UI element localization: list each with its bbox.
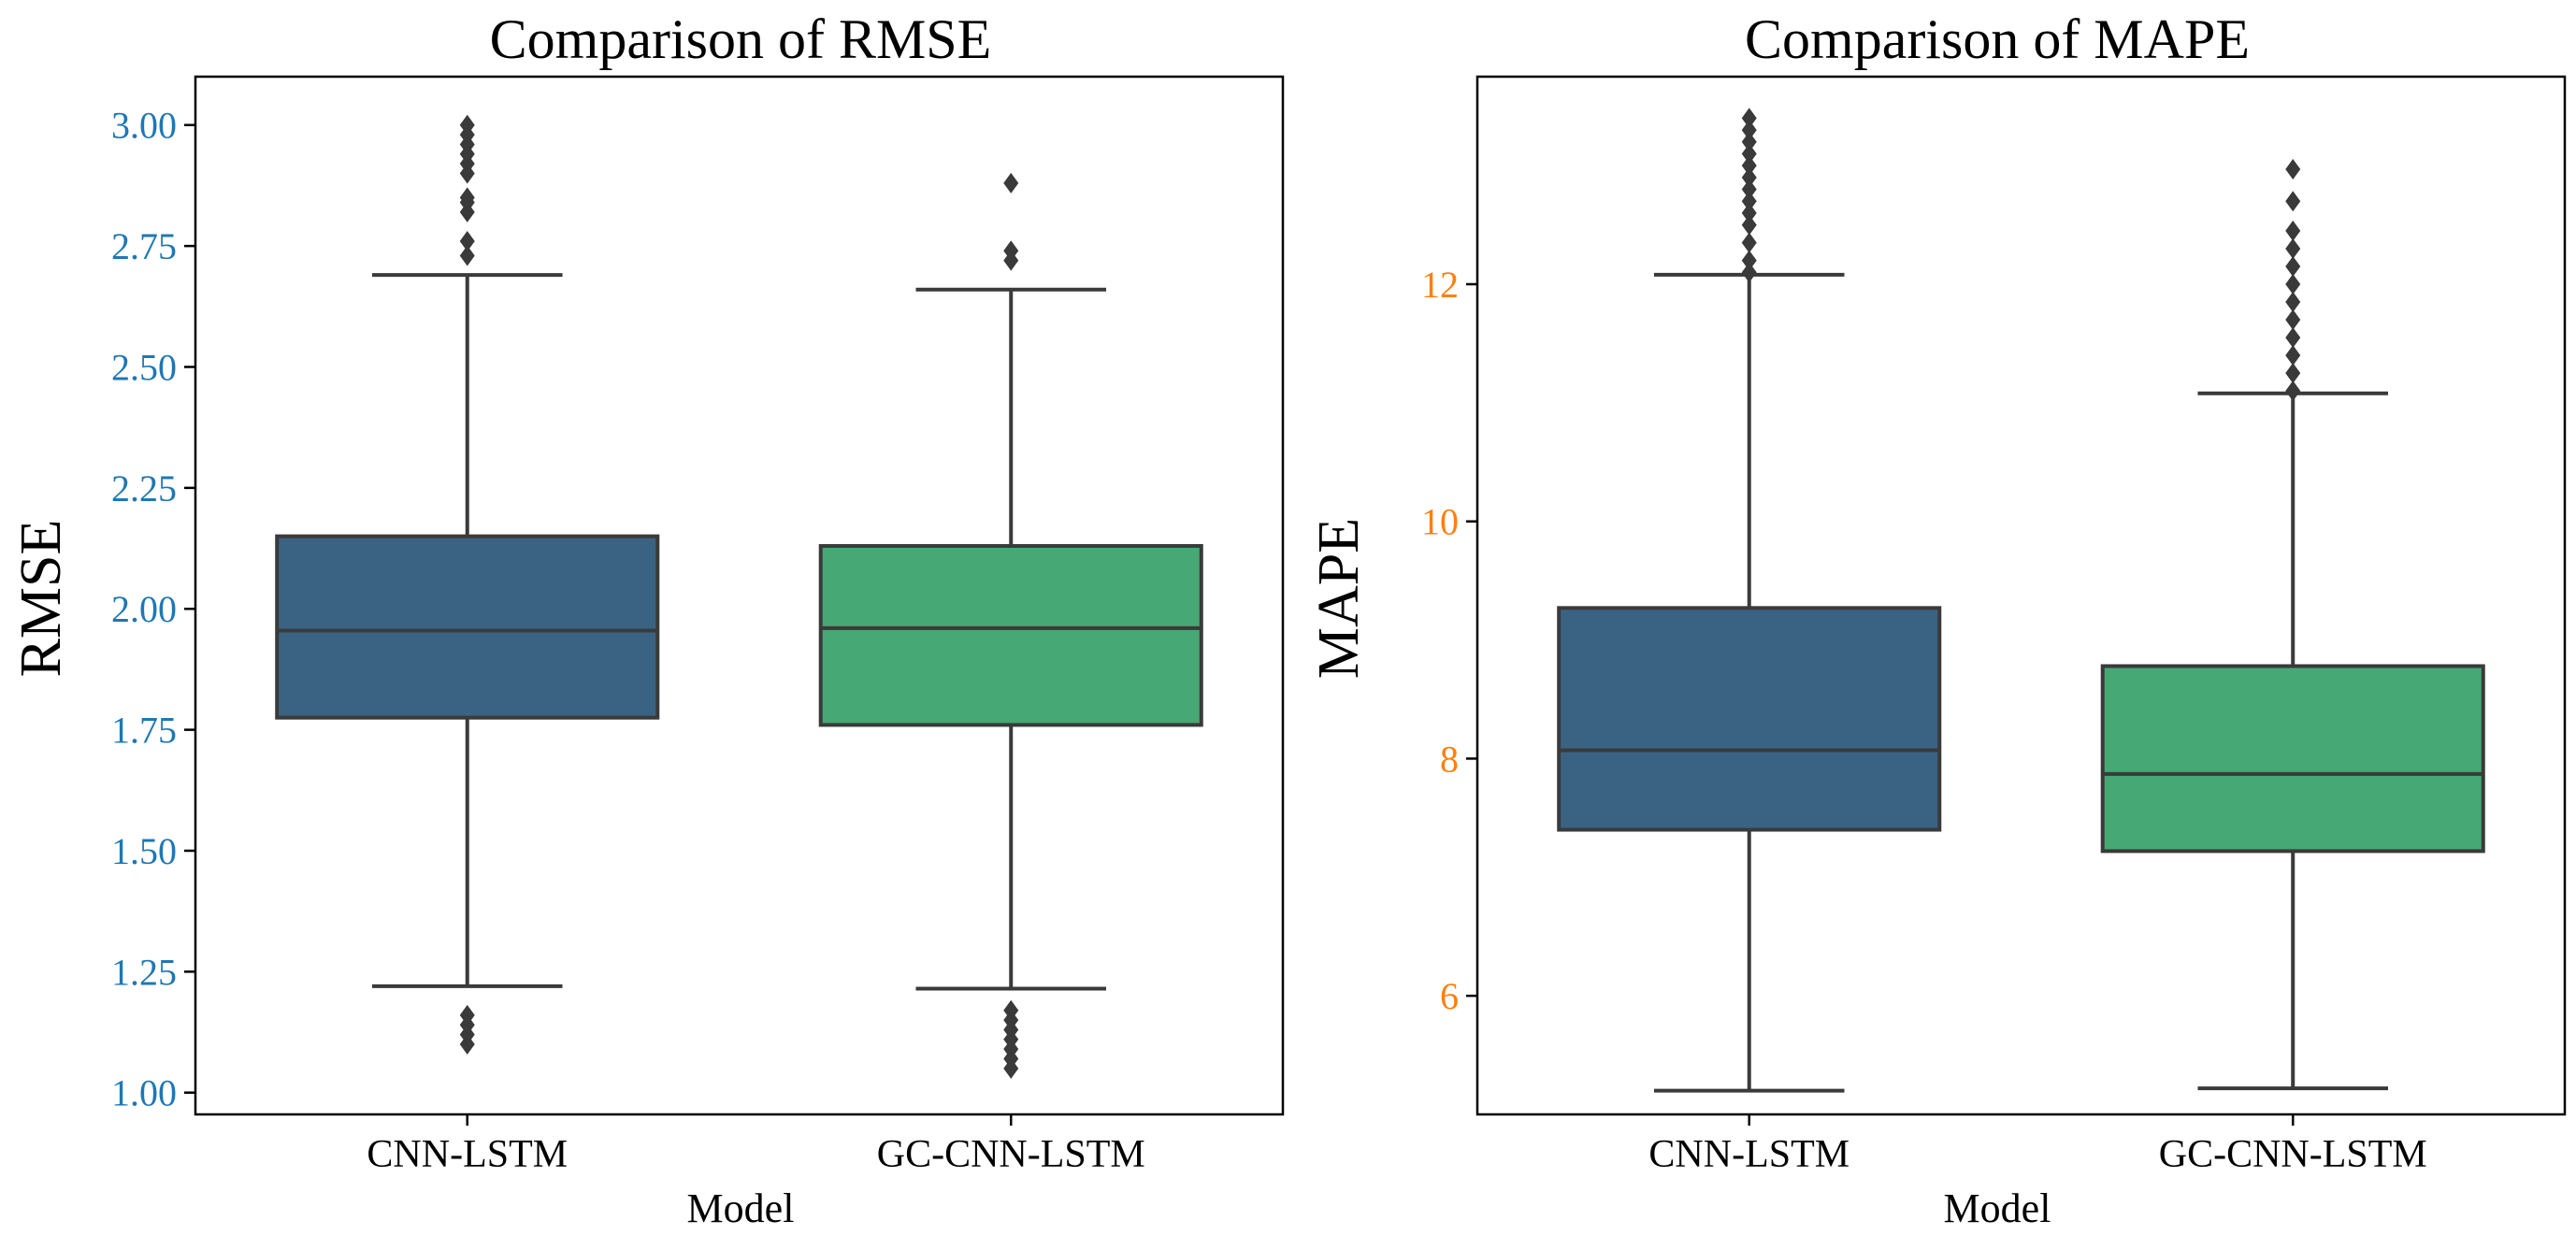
mape-gc-cnn-lstm-outlier bbox=[2285, 345, 2301, 366]
mape-gc-cnn-lstm-outlier bbox=[2285, 292, 2301, 313]
mape-cnn-lstm-outlier bbox=[1741, 131, 1757, 152]
rmse-plot-frame bbox=[194, 75, 1285, 1116]
mape-cnn-lstm-outlier bbox=[1741, 155, 1757, 177]
rmse-gc-cnn-lstm-outlier bbox=[1003, 999, 1019, 1021]
mape-x-tick-label: CNN-LSTM bbox=[1648, 1133, 1849, 1176]
mape-panel: Comparison of MAPE 6 8 10 12 CNN-LSTM GC-CNN-… bbox=[1307, 8, 2567, 1231]
mape-cnn-lstm-outlier bbox=[1741, 191, 1757, 212]
mape-y-tick-label: 10 bbox=[1421, 501, 1459, 543]
rmse-cnn-lstm-outlier bbox=[459, 245, 475, 266]
mape-cnn-lstm-outlier bbox=[1741, 232, 1757, 253]
rmse-cnn-lstm-box bbox=[275, 534, 660, 720]
mape-y-axis-label: MAPE bbox=[1307, 518, 1371, 679]
mape-cnn-lstm-outlier bbox=[1741, 250, 1757, 271]
mape-cnn-lstm-outlier bbox=[1741, 108, 1757, 129]
mape-chart-title: Comparison of MAPE bbox=[1745, 8, 2250, 70]
mape-cnn-lstm-outlier bbox=[1741, 143, 1757, 165]
mape-plot-area: 6 8 10 12 CNN-LSTM GC-CNN-LSTM bbox=[1421, 108, 2485, 1176]
mape-y-tick-label: 6 bbox=[1440, 975, 1459, 1017]
rmse-y-axis-label: RMSE bbox=[9, 520, 73, 678]
mape-cnn-lstm-box bbox=[1557, 606, 1942, 832]
rmse-x-tick-label: CNN-LSTM bbox=[367, 1133, 568, 1176]
rmse-y-tick-label: 1.00 bbox=[111, 1072, 177, 1114]
rmse-cnn-lstm-outlier bbox=[459, 114, 475, 136]
mape-plot-frame bbox=[1475, 75, 2567, 1116]
mape-gc-cnn-lstm-outlier bbox=[2285, 191, 2301, 212]
mape-gc-cnn-lstm-outlier bbox=[2285, 363, 2301, 384]
rmse-cnn-lstm-outlier bbox=[459, 187, 475, 208]
mape-gc-cnn-lstm-outlier bbox=[2285, 255, 2301, 277]
rmse-y-tick-label: 3.00 bbox=[111, 105, 177, 147]
mape-cnn-lstm-outlier bbox=[1741, 179, 1757, 200]
mape-gc-cnn-lstm-outlier bbox=[2285, 381, 2301, 402]
mape-y-tick-label: 12 bbox=[1421, 264, 1459, 306]
mape-cnn-lstm-outlier bbox=[1741, 214, 1757, 236]
mape-x-tick-label: GC-CNN-LSTM bbox=[2159, 1133, 2427, 1176]
rmse-x-axis-label: Model bbox=[687, 1185, 795, 1231]
rmse-cnn-lstm-outlier bbox=[459, 1004, 475, 1026]
rmse-cnn-lstm-outlier bbox=[459, 230, 475, 251]
rmse-plot-area: 1.00 1.25 1.50 1.75 2.00 2.25 2.50 2.75 3.00 CNN-… bbox=[111, 105, 1203, 1176]
rmse-chart-title: Comparison of RMSE bbox=[490, 8, 992, 70]
mape-gc-cnn-lstm-outlier bbox=[2285, 309, 2301, 331]
mape-y-tick-label: 8 bbox=[1440, 738, 1459, 780]
mape-gc-cnn-lstm-outlier bbox=[2285, 158, 2301, 180]
rmse-y-tick-label: 1.50 bbox=[111, 830, 177, 872]
rmse-y-tick-label: 1.75 bbox=[111, 710, 177, 752]
rmse-x-tick-label: GC-CNN-LSTM bbox=[877, 1133, 1145, 1176]
mape-gc-cnn-lstm-box bbox=[2100, 664, 2485, 854]
mape-gc-cnn-lstm-outlier bbox=[2285, 237, 2301, 259]
rmse-gc-cnn-lstm-box bbox=[818, 543, 1203, 727]
mape-gc-cnn-lstm-outlier bbox=[2285, 327, 2301, 349]
mape-cnn-lstm-outlier bbox=[1741, 120, 1757, 141]
mape-cnn-lstm-outlier bbox=[1741, 262, 1757, 283]
mape-gc-cnn-lstm-outlier bbox=[2285, 220, 2301, 241]
rmse-y-tick-label: 1.25 bbox=[111, 951, 177, 993]
rmse-y-tick-label: 2.00 bbox=[111, 588, 177, 630]
rmse-y-tick-label: 2.75 bbox=[111, 225, 177, 267]
mape-cnn-lstm-outlier bbox=[1741, 166, 1757, 188]
rmse-gc-cnn-lstm-outlier bbox=[1003, 172, 1019, 194]
rmse-gc-cnn-lstm-outlier bbox=[1003, 240, 1019, 262]
rmse-panel: Comparison of RMSE 1.00 1.25 1.50 1.75 2.00 2… bbox=[9, 8, 1285, 1231]
rmse-y-tick-label: 2.50 bbox=[111, 346, 177, 388]
mape-x-axis-label: Model bbox=[1944, 1185, 2051, 1231]
mape-cnn-lstm-outlier bbox=[1741, 202, 1757, 223]
mape-gc-cnn-lstm-outlier bbox=[2285, 274, 2301, 294]
rmse-y-tick-label: 2.25 bbox=[111, 467, 177, 510]
